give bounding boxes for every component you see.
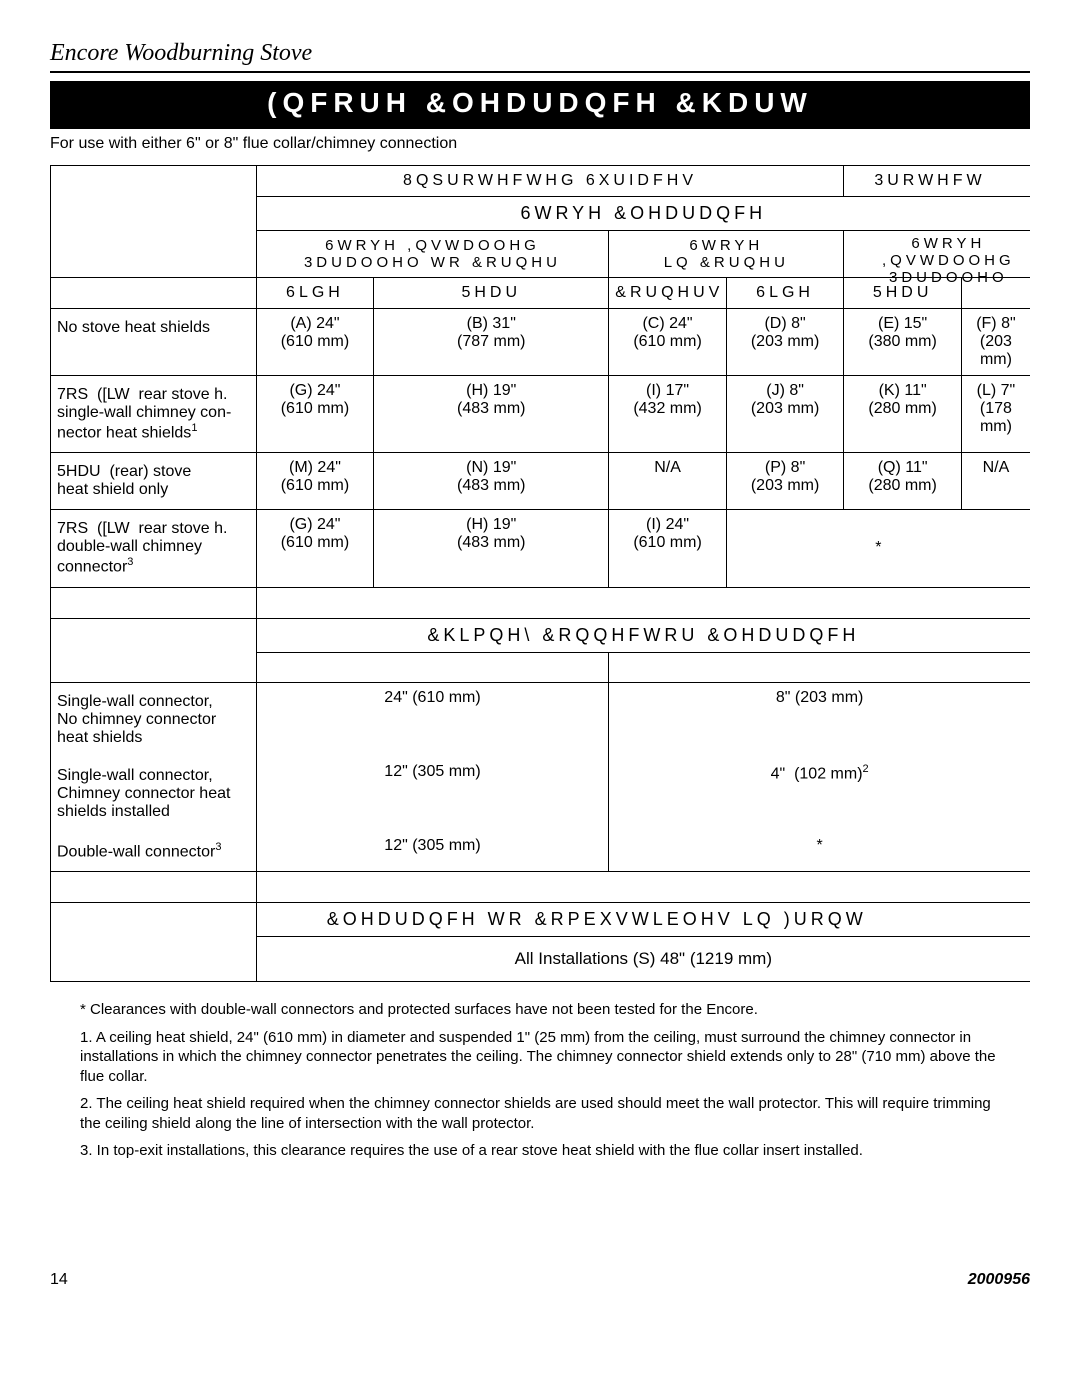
cell: (Q) 11" (280 mm)	[844, 453, 962, 510]
clearance-table: 8QSURWHFWHG 6XUIDFHV 3URWHFW 6WRYH &OHDU…	[50, 165, 1030, 982]
cell: (J) 8" (203 mm)	[726, 376, 844, 453]
cell: 4" (102 mm)2	[609, 757, 1030, 831]
cell: 24" (610 mm)	[256, 683, 609, 758]
cell: (B) 31" (787 mm)	[374, 309, 609, 376]
blank-cell	[51, 278, 257, 309]
table-row: No stove heat shields (A) 24" (610 mm) (…	[51, 309, 1031, 376]
table-row: Single-wall connector, Chimney connector…	[51, 757, 1031, 831]
doc-number: 2000956	[968, 1271, 1030, 1289]
cell: *	[726, 510, 1030, 587]
footnotes: * Clearances with double-wall connectors…	[50, 1000, 1030, 1161]
table-row: Double-wall connector3 12" (305 mm) *	[51, 831, 1031, 872]
footnote-2: 2. The ceiling heat shield required when…	[80, 1094, 1000, 1133]
spacer-row	[51, 872, 1031, 903]
cell: (F) 8" (203 mm)	[961, 309, 1030, 376]
footnote-star: * Clearances with double-wall connectors…	[80, 1000, 1000, 1020]
page-footer: 14 2000956	[50, 1271, 1030, 1289]
col-side: 6LGH	[256, 278, 374, 309]
product-title: Encore Woodburning Stove	[50, 40, 1030, 67]
row-label: Double-wall connector3	[51, 831, 257, 872]
blank-cell	[51, 587, 257, 618]
cell: N/A	[961, 453, 1030, 510]
combustibles-header: &OHDUDQFH WR &RPEXVWLEOHV LQ )URQW	[256, 903, 1030, 937]
spacer-row	[51, 652, 1031, 683]
blank-cell	[51, 618, 257, 652]
table-row: 7RS ([LW rear stove h.double-wall chimne…	[51, 510, 1031, 587]
chimney-connector-header: &KLPQH\ &RQQHFWRU &OHDUDQFH	[256, 618, 1030, 652]
table-row: 7RS ([LW rear stove h.single-wall chimne…	[51, 376, 1031, 453]
cell: 12" (305 mm)	[256, 757, 609, 831]
header-row-surfaces: 8QSURWHFWHG 6XUIDFHV 3URWHFW	[51, 166, 1031, 197]
chimney-header-row: &KLPQH\ &RQQHFWRU &OHDUDQFH	[51, 618, 1031, 652]
flue-subnote: For use with either 6" or 8" flue collar…	[50, 135, 1030, 153]
blank-cell	[256, 872, 1030, 903]
combustibles-value: All Installations (S) 48" (1219 mm)	[256, 937, 1030, 982]
table-row: All Installations (S) 48" (1219 mm)	[51, 937, 1031, 982]
blank-cell	[51, 937, 257, 982]
cell: (P) 8" (203 mm)	[726, 453, 844, 510]
blank-cell	[609, 652, 1030, 683]
page-header: Encore Woodburning Stove	[50, 40, 1030, 73]
footnote-3: 3. In top-exit installations, this clear…	[80, 1141, 1000, 1161]
cell: (E) 15" (380 mm)	[844, 309, 962, 376]
cell: (G) 24" (610 mm)	[256, 510, 374, 587]
cell: (I) 17" (432 mm)	[609, 376, 727, 453]
cell: *	[609, 831, 1030, 872]
blank-cell	[256, 587, 1030, 618]
col-side2: 6LGH	[726, 278, 844, 309]
cell: (C) 24" (610 mm)	[609, 309, 727, 376]
col-rear: 5HDU	[374, 278, 609, 309]
header-rule	[50, 71, 1030, 73]
row-label: 7RS ([LW rear stove h.single-wall chimne…	[51, 376, 257, 453]
cell: 8" (203 mm)	[609, 683, 1030, 758]
cell: 12" (305 mm)	[256, 831, 609, 872]
spacer-row	[51, 587, 1031, 618]
blank-cell	[51, 903, 257, 937]
cell: (A) 24" (610 mm)	[256, 309, 374, 376]
unprotected-surfaces-header: 8QSURWHFWHG 6XUIDFHV	[256, 166, 844, 197]
row-label: 5HDU (rear) stoveheat shield only	[51, 453, 257, 510]
col-corners: &RUQHUV	[609, 278, 727, 309]
blank-cell	[51, 652, 257, 683]
stove-installed-parallel: 6WRYH ,QVWDOOHG 3DUDOOHO WR &RUQHU	[256, 231, 609, 278]
table-row: 5HDU (rear) stoveheat shield only (M) 24…	[51, 453, 1031, 510]
title-banner: (QFRUH &OHDUDQFH &KDUW	[50, 81, 1030, 129]
table-row: Single-wall connector, No chimney connec…	[51, 683, 1031, 758]
blank-cell	[256, 652, 609, 683]
combustibles-header-row: &OHDUDQFH WR &RPEXVWLEOHV LQ )URQW	[51, 903, 1031, 937]
row-label: 7RS ([LW rear stove h.double-wall chimne…	[51, 510, 257, 587]
stove-in-corner: 6WRYH LQ &RUQHU	[609, 231, 844, 278]
row-label: No stove heat shields	[51, 309, 257, 376]
cell: (D) 8" (203 mm)	[726, 309, 844, 376]
blank-cell	[51, 166, 257, 278]
cell: (M) 24" (610 mm)	[256, 453, 374, 510]
cell: (I) 24" (610 mm)	[609, 510, 727, 587]
cell: N/A	[609, 453, 727, 510]
cell: (G) 24" (610 mm)	[256, 376, 374, 453]
cell: (H) 19" (483 mm)	[374, 376, 609, 453]
cell: (H) 19" (483 mm)	[374, 510, 609, 587]
stove-clearance-header: 6WRYH &OHDUDQFH	[256, 197, 1030, 231]
blank-cell	[51, 872, 257, 903]
row-label: Single-wall connector, No chimney connec…	[51, 683, 257, 758]
protected-surfaces-header: 3URWHFW	[844, 166, 1030, 197]
page-number: 14	[50, 1271, 68, 1289]
cell: (K) 11" (280 mm)	[844, 376, 962, 453]
stove-installed-parallel-2: 6WRYH ,QVWDOOHG 3DUDOOHO	[844, 231, 1030, 278]
footnote-1: 1. A ceiling heat shield, 24" (610 mm) i…	[80, 1028, 1000, 1087]
cell: (L) 7" (178 mm)	[961, 376, 1030, 453]
cell: (N) 19" (483 mm)	[374, 453, 609, 510]
row-label: Single-wall connector, Chimney connector…	[51, 757, 257, 831]
